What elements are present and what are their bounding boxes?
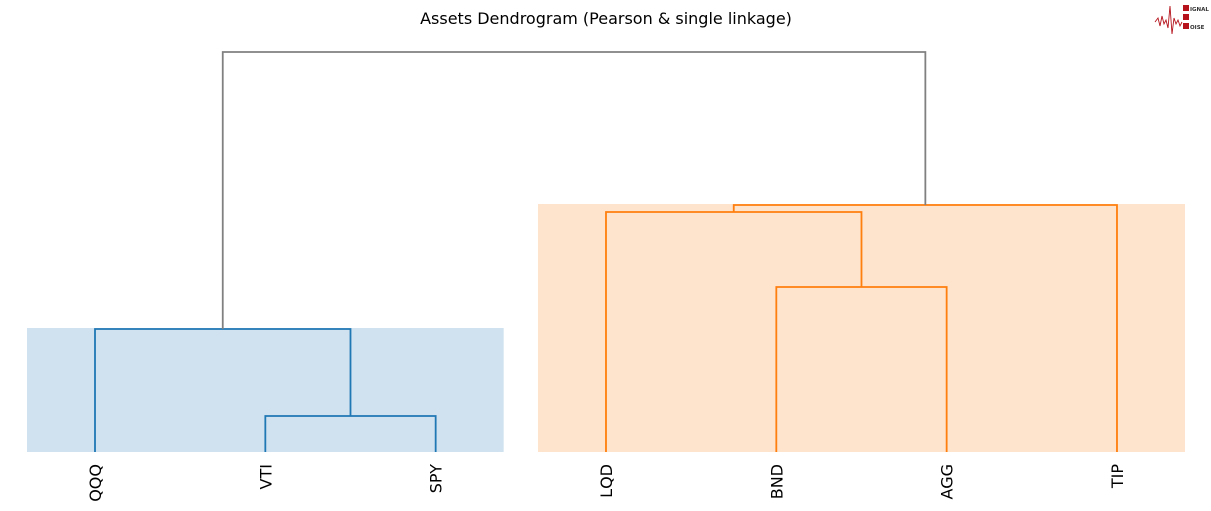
leaf-label: BND xyxy=(767,464,786,499)
leaf-label: SPY xyxy=(427,464,446,493)
leaf-label: TIP xyxy=(1108,464,1127,489)
leaf-label: VTI xyxy=(256,464,275,489)
leaf-label: AGG xyxy=(938,464,957,499)
chart-title: Assets Dendrogram (Pearson & single link… xyxy=(420,9,792,28)
leaf-label: QQQ xyxy=(86,464,105,502)
svg-text:OISE: OISE xyxy=(1190,25,1205,31)
dendrogram-link xyxy=(221,51,927,329)
leaf-label: LQD xyxy=(597,464,616,498)
svg-text:IGNAL: IGNAL xyxy=(1190,7,1209,13)
signal2noise-logo: IGNAL OISE xyxy=(1154,5,1209,35)
